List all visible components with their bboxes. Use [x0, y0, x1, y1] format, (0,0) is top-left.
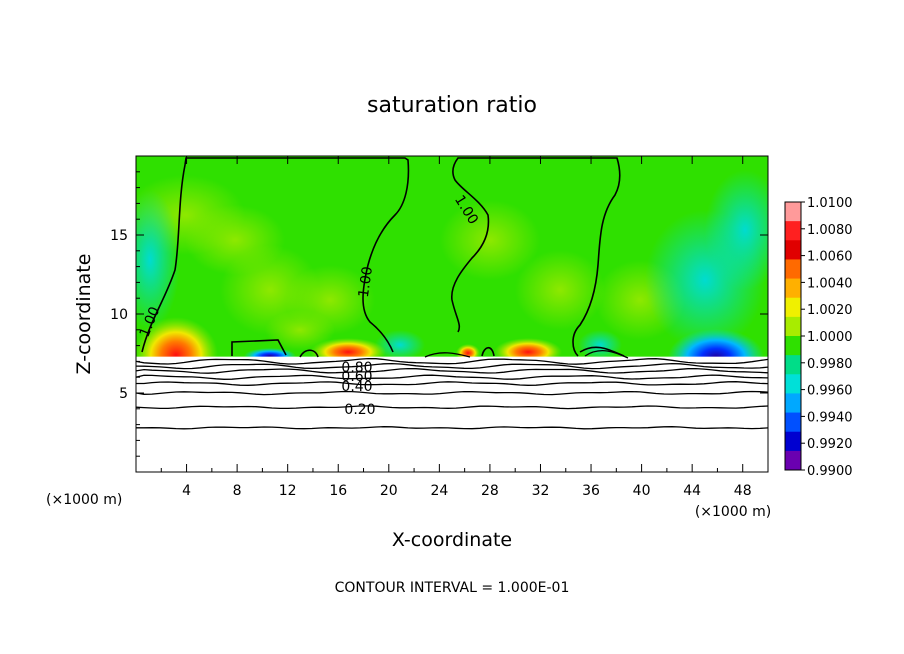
colorbar-swatch — [785, 412, 801, 433]
colorbar-swatch — [785, 374, 801, 394]
colorbar: 1.0100 1.0080 1.0060 1.0040 1.0020 1.0000 0.99… — [784, 196, 853, 479]
heatmap-field — [136, 156, 768, 472]
colorbar-swatch — [785, 221, 801, 241]
colorbar-swatch — [785, 297, 801, 318]
x-tick-label: 8 — [233, 483, 242, 499]
colorbar-label: 1.0060 — [807, 250, 853, 265]
y-axis: 5 10 15 — [110, 171, 768, 457]
contour-line — [136, 357, 768, 365]
x-tick-label: 20 — [380, 483, 398, 499]
field-anomaly — [578, 330, 622, 360]
colorbar-label: 1.0040 — [807, 276, 853, 291]
field-anomaly — [705, 170, 768, 290]
colorbar-label: 0.9940 — [807, 410, 853, 425]
colorbar-label: 0.9980 — [807, 357, 853, 372]
y-axis-label: Z-coordinate — [73, 254, 95, 375]
colorbar-swatch — [785, 393, 801, 414]
x-tick-label: 32 — [532, 483, 550, 499]
contour-line — [481, 346, 495, 357]
x-tick-label: 44 — [683, 483, 701, 499]
x-axis: 4 8 12 16 20 24 28 32 36 40 44 48 — [160, 156, 752, 499]
x-tick-label: 40 — [633, 483, 651, 499]
contour-interval-note: CONTOUR INTERVAL = 1.000E-01 — [335, 580, 570, 596]
x-tick-label: 4 — [182, 483, 191, 499]
contour-line — [141, 157, 410, 353]
colorbar-swatch — [785, 450, 801, 471]
contour-line — [136, 374, 768, 380]
x-tick-label: 24 — [430, 483, 448, 499]
x-tick-label: 12 — [279, 483, 297, 499]
field-anomaly — [265, 310, 335, 350]
field-anomaly — [515, 250, 605, 330]
contour-line — [136, 390, 768, 396]
contour-label: 0.20 — [344, 402, 375, 418]
x-tick-label: 16 — [329, 483, 347, 499]
colorbar-label: 0.9920 — [807, 437, 853, 452]
colorbar-label: 1.0100 — [807, 196, 853, 211]
field-anomaly — [375, 330, 425, 360]
contour-line — [424, 350, 629, 359]
contour-label: 0.60 — [341, 369, 372, 385]
colorbar-swatch — [785, 431, 801, 452]
colorbar-label: 1.0000 — [807, 330, 853, 345]
contour-line — [299, 349, 319, 358]
contour-line — [136, 426, 768, 430]
x-axis-label: X-coordinate — [392, 529, 512, 551]
field-anomaly — [185, 205, 285, 275]
colorbar-swatch — [785, 278, 801, 299]
contour-label: 0.40 — [341, 379, 372, 395]
x-tick-label: 36 — [582, 483, 600, 499]
y-tick-label: 5 — [119, 386, 128, 402]
contour-line — [136, 362, 768, 370]
contour-line — [231, 339, 287, 356]
contour-label: 1.00 — [356, 265, 376, 298]
field-anomalies — [136, 170, 768, 393]
contour-line — [451, 157, 621, 357]
contour-line — [136, 381, 768, 386]
x-tick-label: 28 — [481, 483, 499, 499]
colorbar-swatch — [785, 316, 801, 337]
contour-line — [136, 405, 768, 410]
x-unit-left: (×1000 m) — [46, 492, 122, 508]
contour-label: 0.80 — [341, 360, 372, 376]
colorbar-label: 0.9960 — [807, 384, 853, 399]
colorbar-swatch — [785, 336, 801, 356]
colorbar-label: 1.0080 — [807, 223, 853, 238]
y-tick-label: 15 — [110, 228, 128, 244]
subcloud-region — [136, 356, 768, 472]
field-anomaly — [136, 190, 180, 330]
colorbar-label: 1.0020 — [807, 303, 853, 318]
colorbar-label: 0.9900 — [807, 464, 853, 479]
field-anomaly — [440, 200, 540, 280]
colorbar-swatch — [785, 240, 801, 260]
x-tick-label: 48 — [734, 483, 752, 499]
colorbar-swatch — [785, 202, 801, 222]
contour-lines — [136, 157, 768, 430]
contour-line — [136, 367, 768, 374]
y-tick-label: 10 — [110, 307, 128, 323]
x-unit-right: (×1000 m) — [695, 504, 771, 520]
colorbar-swatch — [785, 259, 801, 280]
colorbar-swatch — [785, 355, 801, 375]
chart-title: saturation ratio — [367, 93, 537, 118]
